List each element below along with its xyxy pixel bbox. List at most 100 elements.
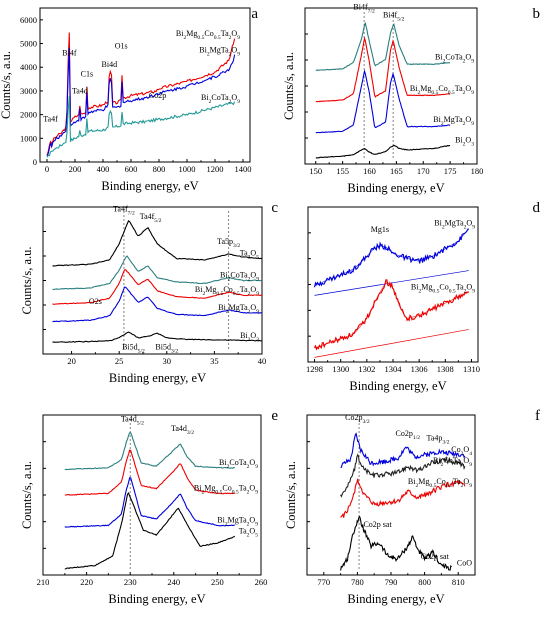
- series-label: Bi2CoTa2O9: [435, 53, 474, 65]
- panel-label: c: [271, 200, 278, 216]
- x-axis-label: Binding energy, eV: [109, 371, 206, 385]
- chart-panel-f: 770 780 790 800 810 Binding energy, eV Counts/…: [284, 408, 540, 606]
- peak-annotation: O2s: [89, 297, 102, 306]
- fit-envelope: [314, 280, 469, 349]
- series-line: [52, 220, 262, 267]
- x-tick-label: 780: [351, 577, 364, 587]
- series-label: Bi2MgTa2O9: [433, 115, 474, 127]
- series-label: Bi2O3: [240, 331, 259, 343]
- x-axis-label: Binding energy, eV: [108, 592, 205, 606]
- x-tick-label: 165: [390, 166, 403, 176]
- x-tick-label: 1302: [358, 364, 375, 374]
- peak-annotation: Ta4f5/2: [140, 212, 162, 224]
- peak-annotation: Bi4f7/2: [353, 3, 375, 15]
- x-tick-label: 220: [80, 577, 93, 587]
- series-line: [52, 331, 262, 343]
- x-axis-label: Binding energy, eV: [349, 379, 446, 393]
- series-line: [46, 32, 236, 156]
- series-line: [52, 286, 262, 323]
- panel-label: f: [535, 408, 540, 424]
- y-tick-label: 0: [33, 157, 37, 167]
- peak-annotation: Co2p3/2: [345, 413, 370, 425]
- x-axis-label: Binding energy, eV: [347, 181, 444, 195]
- axes-frame: [307, 206, 479, 363]
- y-axis-label: Counts/s, a.u.: [20, 461, 34, 529]
- peak-annotation: Ta4f7/2: [113, 204, 135, 216]
- peak-annotation: Bi4f: [62, 48, 77, 57]
- series-line: [52, 255, 262, 291]
- peak-annotation: Bi5d3/2: [155, 343, 178, 355]
- y-axis-label: Counts/s, a.u.: [284, 461, 298, 529]
- x-tick-label: 1304: [385, 364, 403, 374]
- x-tick-label: 600: [125, 164, 138, 174]
- peak-annotation: Ta4f: [43, 115, 58, 124]
- series-line: [64, 492, 236, 570]
- chart-panel-a: 0 200 400 600 800 1000 1200 1400 0 1000 2000 3000 40…: [0, 6, 258, 193]
- peak-annotation: Bi4f5/2: [383, 10, 405, 22]
- x-tick-label: 1310: [463, 364, 480, 374]
- y-tick-label: 6000: [20, 15, 37, 25]
- fit-baseline: [314, 329, 469, 358]
- peak-annotation: Ta4d: [72, 86, 88, 95]
- series-line: [64, 477, 235, 528]
- x-tick-label: 35: [210, 356, 219, 366]
- series-label: Bi2MgTa2O9: [434, 219, 475, 231]
- peak-annotation: Co2p: [149, 91, 166, 100]
- x-tick-label: 20: [67, 356, 76, 366]
- series-label: Bi2CoTa2O9: [433, 456, 472, 468]
- peak-annotation: Co2p1/2: [396, 429, 421, 441]
- y-tick-label: 4000: [20, 62, 37, 72]
- series-line: [46, 47, 236, 157]
- peak-annotation: Ta4d3/2: [171, 424, 194, 436]
- x-tick-label: 1000: [179, 164, 196, 174]
- y-axis-label: Counts/s, a.u.: [20, 246, 34, 314]
- series-label: Bi2CoTa2O9: [220, 271, 259, 283]
- panel-label: e: [271, 408, 278, 424]
- peak-annotation: Bi4d: [102, 60, 118, 69]
- series-line: [313, 228, 469, 288]
- x-tick-label: 800: [153, 164, 166, 174]
- series-label: Bi2CoTa2O9: [219, 458, 258, 470]
- x-tick-label: 810: [452, 577, 465, 587]
- series-line: [340, 478, 466, 518]
- peak-annotation: Ta5p3/2: [217, 237, 240, 249]
- series-label: Bi2MgTa2O9: [218, 303, 259, 315]
- x-tick-label: 0: [45, 164, 49, 174]
- x-tick-label: 175: [444, 166, 457, 176]
- x-tick-label: 800: [418, 577, 431, 587]
- series-label: Bi2CoTa2O9: [201, 93, 240, 105]
- series-label: Bi2Mg0.5Co0.5Ta2O9: [410, 84, 474, 96]
- series-label: Bi2MgTa2O9: [217, 515, 258, 527]
- x-tick-label: 790: [385, 577, 398, 587]
- x-tick-label: 1300: [332, 364, 349, 374]
- x-tick-label: 210: [37, 577, 50, 587]
- series-label: Bi2O3: [455, 135, 474, 147]
- series-label: Bi2Mg0.5Co0.5Ta2O9: [176, 29, 240, 41]
- x-axis-label: Binding energy, eV: [101, 179, 198, 193]
- x-tick-label: 240: [167, 577, 180, 587]
- panel-label: d: [533, 200, 541, 216]
- x-tick-label: 1298: [306, 364, 323, 374]
- y-axis-label: Counts/s, a.u.: [0, 51, 13, 119]
- series-line: [340, 515, 452, 571]
- series-label: Bi2Mg0.5Co0.5Ta2O9: [195, 285, 259, 297]
- series-line: [64, 432, 236, 471]
- x-tick-label: 25: [115, 356, 124, 366]
- x-tick-label: 1306: [411, 364, 428, 374]
- peak-annotation: Co2p sat: [363, 520, 392, 529]
- series-line: [315, 22, 451, 72]
- x-tick-label: 250: [211, 577, 224, 587]
- peak-annotation: Mg1s: [371, 225, 389, 234]
- y-tick-label: 2000: [20, 110, 37, 120]
- peak-annotation: Co2p sat: [421, 552, 450, 561]
- x-tick-label: 170: [417, 166, 430, 176]
- chart-panel-e: 210 220 230 240 250 260 Binding energy, eV Coun…: [20, 408, 278, 606]
- y-tick-label: 1000: [20, 133, 37, 143]
- series-line: [64, 449, 235, 496]
- x-tick-label: 200: [69, 164, 82, 174]
- x-tick-label: 40: [258, 356, 267, 366]
- chart-panel-c: 20 25 30 35 40 Binding energy, eV Counts/s, a.…: [20, 200, 278, 385]
- chart-panel-b: 150 155 160 165 170 175 180 Binding energy, eV C…: [282, 3, 540, 195]
- x-axis-label: Binding energy, eV: [347, 592, 444, 606]
